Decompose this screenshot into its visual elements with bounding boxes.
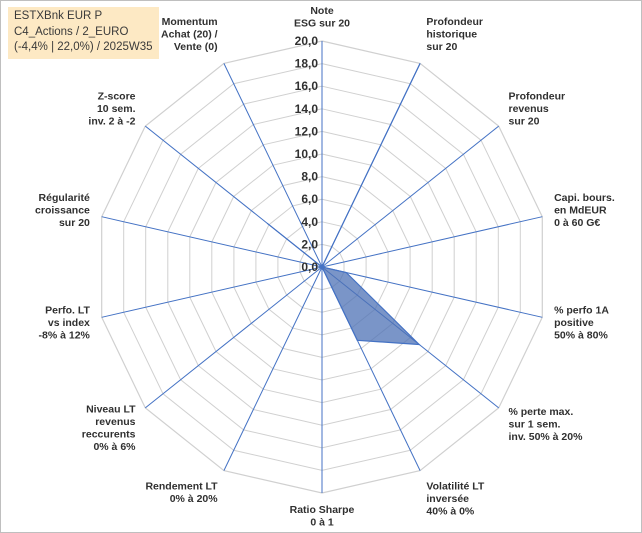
axis-label-2: Profondeur revenus sur 20 [509,91,566,128]
axis-label-line: sur 20 [426,41,457,53]
axis-label-line: revenus [95,416,135,428]
tick-label: 4,0 [301,215,318,229]
axis-label-13: Momentum Achat (20) / Vente (0) [161,16,218,53]
title-fund-name: ESTXBnk EUR P [14,10,103,22]
axis-label-line: ESG sur 20 [294,18,350,30]
axis-label-line: Niveau LT [86,404,136,416]
chart-title-box: ESTXBnk EUR P C4_Actions / 2_EURO (-4,4%… [8,7,159,59]
axis-label-line: Perfo. LT [45,305,90,317]
axis-label-line: Volatilité LT [426,481,485,493]
axis-label-line: reccurents [82,429,136,441]
axis-label-line: historique [426,28,477,40]
axis-label-line: Profondeur [426,16,483,28]
tick-label: 20,0 [295,34,319,48]
axis-label-1: Profondeur historique sur 20 [426,16,483,53]
spoke-2 [321,125,500,268]
axis-labels: Note ESG sur 20 Profondeur historique sur 20… [35,5,615,529]
axis-label-line: inv. 50% à 20% [509,431,584,443]
spoke-4 [321,266,543,318]
spoke-11 [101,216,323,268]
axis-label-line: sur 20 [59,217,90,229]
axis-label-line: Achat (20) / [161,28,218,40]
axis-label-line: Profondeur [509,91,566,103]
tick-labels: 0,0 2,0 4,0 6,0 8,0 10,0 12,0 14,0 16,0 18,0 20,0 [295,34,319,274]
axis-label-11: Régularité croissance sur 20 [35,192,90,229]
axis-label-line: Vente (0) [174,41,218,53]
axis-label-5: % perte max. sur 1 sem. inv. 50% à 20% [509,406,584,443]
spokes [101,41,543,493]
tick-label: 14,0 [295,102,319,116]
axis-label-line: Ratio Sharpe [290,504,355,516]
tick-label: 10,0 [295,147,319,161]
axis-label-line: % perfo 1A [554,305,609,317]
axis-label-line: 10 sem. [97,103,136,115]
axis-label-8: Rendement LT 0% à 20% [145,481,218,506]
axis-label-0: Note ESG sur 20 [294,5,350,30]
tick-label: 0,0 [301,260,318,274]
axis-label-line: 40% à 0% [426,506,475,518]
axis-label-line: % perte max. [509,406,574,418]
title-category: C4_Actions / 2_EURO [14,25,129,38]
series-2-area [266,222,323,268]
axis-label-12: Z-score 10 sem. inv. 2 à -2 [88,91,135,128]
axis-label-line: Z-score [98,91,136,103]
spoke-13 [223,63,323,268]
spoke-8 [223,266,323,471]
axis-label-4: % perfo 1A positive 50% à 80% [554,305,609,342]
axis-label-line: revenus [509,103,549,115]
axis-label-line: -8% à 12% [39,330,91,342]
axis-label-6: Volatilité LT inversée 40% à 0% [426,481,485,518]
axis-label-line: Rendement LT [145,481,218,493]
axis-label-3: Capi. bours. en MdEUR 0 à 60 G€ [554,192,615,229]
tick-label: 2,0 [301,237,318,251]
tick-label: 12,0 [295,124,319,138]
axis-label-7: Ratio Sharpe 0 à 1 [290,504,355,529]
axis-label-line: croissance [35,205,90,217]
tick-label: 8,0 [301,170,318,184]
axis-label-line: inv. 2 à -2 [88,116,135,128]
axis-label-line: vs index [48,317,90,329]
tick-label: 16,0 [295,79,319,93]
spoke-9 [144,266,323,409]
spoke-3 [321,216,543,268]
axis-label-line: Note [310,5,333,17]
axis-label-line: Capi. bours. [554,192,615,204]
axis-label-line: en MdEUR [554,205,607,217]
axis-label-line: 0% à 6% [93,441,136,453]
axis-label-line: inversée [426,493,469,505]
axis-label-line: positive [554,317,594,329]
tick-label: 18,0 [295,57,319,71]
series-1-area [321,63,421,346]
axis-label-line: sur 1 sem. [509,418,561,430]
axis-label-line: Momentum [162,16,218,28]
axis-label-10: Perfo. LT vs index -8% à 12% [39,305,91,342]
tick-label: 6,0 [301,192,318,206]
spoke-10 [101,266,323,318]
title-stats: (-4,4% | 22,0%) / 2025W35 [14,41,153,53]
axis-label-line: 0% à 20% [170,493,219,505]
axis-label-line: 0 à 1 [310,517,334,529]
axis-label-line: sur 20 [509,116,540,128]
axis-label-line: 0 à 60 G€ [554,217,600,229]
axis-label-9: Niveau LT revenus reccurents 0% à 6% [82,404,136,454]
axis-label-line: 50% à 80% [554,330,608,342]
axis-label-line: Régularité [39,192,91,204]
